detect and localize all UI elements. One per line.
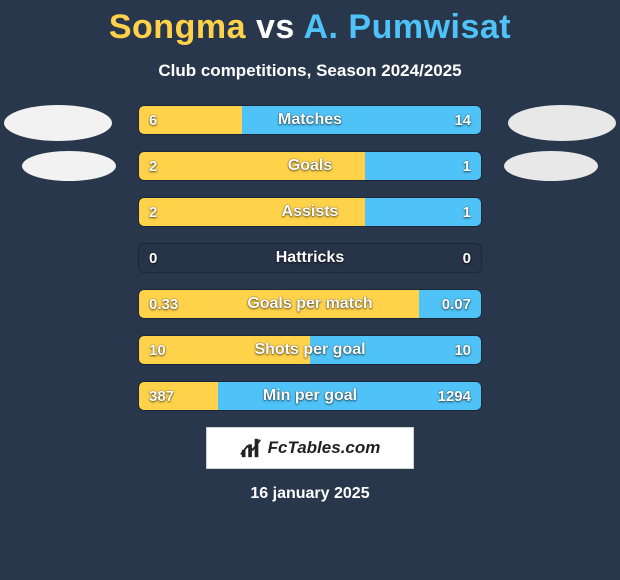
stat-row: 21Assists <box>138 197 482 227</box>
footer-date: 16 january 2025 <box>0 485 620 503</box>
stat-row: 1010Shots per goal <box>138 335 482 365</box>
subtitle: Club competitions, Season 2024/2025 <box>0 61 620 81</box>
stat-row: 614Matches <box>138 105 482 135</box>
player2-badge2-icon <box>504 151 598 181</box>
title-player2: A. Pumwisat <box>303 8 511 46</box>
stat-label: Hattricks <box>139 244 481 272</box>
player1-badge2-icon <box>22 151 116 181</box>
stat-rows: 614Matches 21Goals 21Assists 00Hattricks 0.3… <box>138 105 482 411</box>
footer-site-name: FcTables.com <box>268 438 381 458</box>
chart-bar-icon <box>240 437 262 459</box>
player2-badge-icon <box>508 105 616 141</box>
player1-badge-icon <box>4 105 112 141</box>
stat-label: Min per goal <box>139 382 481 410</box>
title-vs: vs <box>256 8 295 46</box>
stat-row: 0.330.07Goals per match <box>138 289 482 319</box>
stat-label: Shots per goal <box>139 336 481 364</box>
page-title: Songma vs A. Pumwisat <box>0 0 620 47</box>
stat-row: 00Hattricks <box>138 243 482 273</box>
stat-label: Matches <box>139 106 481 134</box>
stat-row: 21Goals <box>138 151 482 181</box>
stat-label: Goals <box>139 152 481 180</box>
title-player1: Songma <box>109 8 246 46</box>
footer-logo: FcTables.com <box>206 427 414 469</box>
stat-row: 3871294Min per goal <box>138 381 482 411</box>
stat-label: Assists <box>139 198 481 226</box>
comparison-chart: 614Matches 21Goals 21Assists 00Hattricks 0.3… <box>0 105 620 411</box>
stat-label: Goals per match <box>139 290 481 318</box>
